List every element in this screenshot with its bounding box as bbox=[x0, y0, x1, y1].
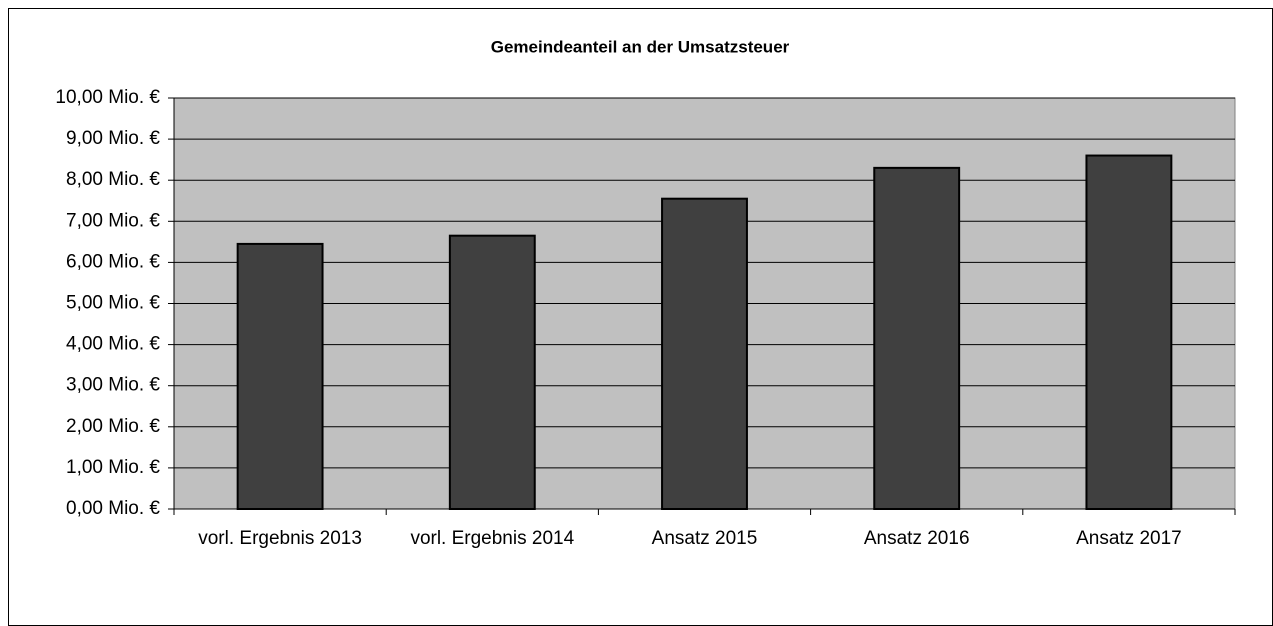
chart-title: Gemeindeanteil an der Umsatzsteuer bbox=[491, 37, 790, 56]
y-tick-label: 10,00 Mio. € bbox=[55, 87, 160, 108]
bar bbox=[661, 197, 748, 510]
y-tick-label: 7,00 Mio. € bbox=[66, 210, 160, 231]
bar bbox=[873, 166, 961, 510]
x-tick-label: vorl. Ergebnis 2013 bbox=[198, 528, 362, 549]
x-tick-label: Ansatz 2017 bbox=[1076, 528, 1182, 549]
y-tick-label: 9,00 Mio. € bbox=[66, 128, 160, 149]
bar bbox=[236, 242, 324, 510]
x-tick-label: Ansatz 2015 bbox=[652, 528, 758, 549]
y-tick-label: 0,00 Mio. € bbox=[66, 498, 160, 519]
y-tick-label: 6,00 Mio. € bbox=[66, 251, 160, 272]
x-tick-label: vorl. Ergebnis 2014 bbox=[410, 528, 574, 549]
y-tick-label: 3,00 Mio. € bbox=[66, 375, 160, 396]
y-tick-label: 2,00 Mio. € bbox=[66, 416, 160, 437]
y-tick-label: 5,00 Mio. € bbox=[66, 293, 160, 314]
bar bbox=[1085, 154, 1173, 510]
x-tick-label: Ansatz 2016 bbox=[864, 528, 970, 549]
y-tick-label: 4,00 Mio. € bbox=[66, 334, 160, 355]
y-tick-label: 1,00 Mio. € bbox=[66, 457, 160, 478]
y-tick-label: 8,00 Mio. € bbox=[66, 169, 160, 190]
bar bbox=[448, 234, 536, 510]
